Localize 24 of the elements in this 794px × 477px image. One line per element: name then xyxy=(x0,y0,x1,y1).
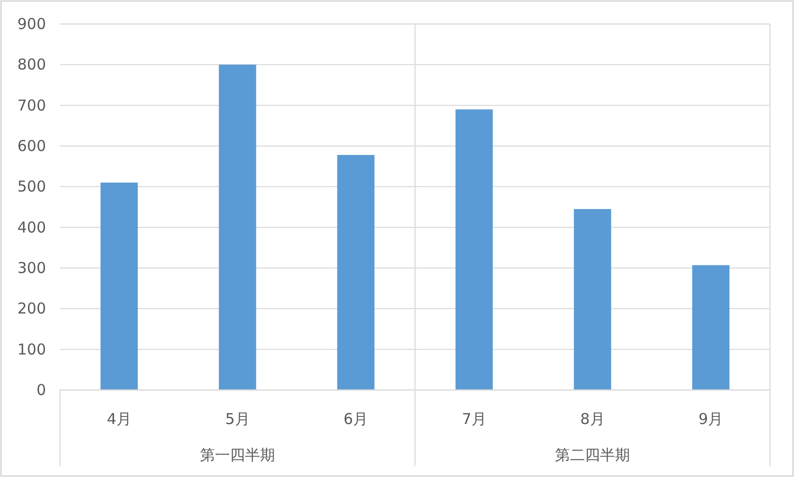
x-tick-label: 4月 xyxy=(106,410,132,428)
y-tick-label: 400 xyxy=(17,218,46,236)
x-tick-label: 5月 xyxy=(225,410,250,428)
bar xyxy=(574,209,612,390)
y-tick-label: 0 xyxy=(36,381,46,399)
y-tick-label: 300 xyxy=(17,259,46,277)
y-tick-label: 100 xyxy=(17,340,46,358)
x-tick-label: 6月 xyxy=(344,410,368,428)
bar xyxy=(337,154,374,390)
bar xyxy=(100,182,138,390)
y-tick-label: 700 xyxy=(17,96,46,114)
y-tick-label: 900 xyxy=(17,15,46,33)
y-tick-label: 500 xyxy=(17,178,46,196)
x-tick-label: 9月 xyxy=(698,410,724,428)
bar xyxy=(456,109,493,390)
y-tick-label: 200 xyxy=(17,300,46,318)
text: 第一四半期 xyxy=(200,446,275,464)
text: 第二四半期 xyxy=(555,446,630,464)
bar xyxy=(218,64,256,390)
y-tick-label: 800 xyxy=(17,56,46,74)
y-tick-label: 600 xyxy=(17,137,46,155)
x-tick-label: 8月 xyxy=(580,410,605,428)
bar xyxy=(692,265,730,390)
x-tick-label: 7月 xyxy=(462,410,486,428)
